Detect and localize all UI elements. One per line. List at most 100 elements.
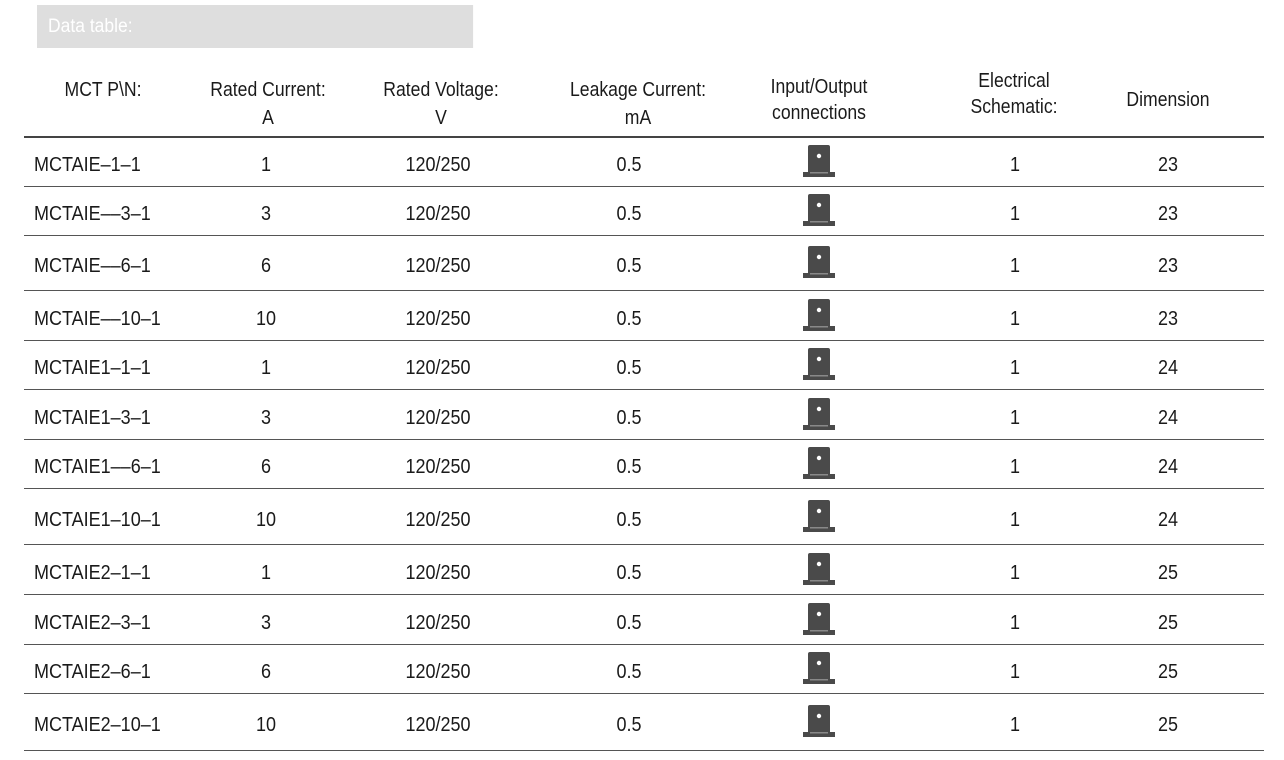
column-header-line1: Input/Output [770, 76, 868, 98]
column-header-dimension: Dimension [1126, 86, 1209, 114]
column-header-line2: connections [772, 102, 866, 124]
dimension-value: 25 [1157, 562, 1179, 584]
part-number: MCTAIE‒‒3‒1 [34, 203, 151, 225]
leakage-current-value: 0.5 [616, 308, 642, 330]
schematic-value: 1 [1009, 456, 1021, 478]
row-divider [24, 750, 1264, 751]
leakage-current-value: 0.5 [616, 714, 642, 736]
column-header-line1: MCT P\N: [64, 79, 142, 101]
table-row: MCTAIE1‒3‒1 3 120/250 0.5 1 24 [24, 391, 1264, 440]
schematic-value: 1 [1009, 562, 1021, 584]
part-number: MCTAIE2‒3‒1 [34, 612, 151, 634]
rated-voltage-value: 120/250 [405, 661, 471, 683]
table-row: MCTAIE‒‒10‒1 10 120/250 0.5 1 23 [24, 292, 1264, 341]
table-row: MCTAIE1‒10‒1 10 120/250 0.5 1 24 [24, 490, 1264, 545]
terminal-block-icon [801, 601, 837, 637]
part-number: MCTAIE1‒1‒1 [34, 357, 151, 379]
dimension-value: 25 [1157, 661, 1179, 683]
rated-voltage-value: 120/250 [405, 308, 471, 330]
column-header-rated-current: Rated Current: A [210, 76, 325, 132]
row-divider [24, 544, 1264, 545]
rated-voltage-value: 120/250 [405, 255, 471, 277]
leakage-current-value: 0.5 [616, 407, 642, 429]
column-header-unit: V [435, 107, 447, 129]
column-header-io-connections: Input/Output connections [771, 74, 868, 126]
dimension-value: 24 [1157, 456, 1179, 478]
section-title: Data table: [37, 5, 474, 48]
schematic-value: 1 [1009, 661, 1021, 683]
column-header-line1: Rated Voltage: [383, 79, 499, 101]
part-number: MCTAIE1‒3‒1 [34, 407, 151, 429]
rated-voltage-value: 120/250 [405, 203, 471, 225]
schematic-value: 1 [1009, 407, 1021, 429]
column-header-leakage-current: Leakage Current: mA [570, 76, 706, 132]
terminal-block-icon [801, 396, 837, 432]
table-row: MCTAIE‒1‒1 1 120/250 0.5 1 23 [24, 138, 1264, 187]
header-divider [24, 136, 1264, 138]
row-divider [24, 186, 1264, 187]
rated-voltage-value: 120/250 [405, 154, 471, 176]
rated-voltage-value: 120/250 [405, 714, 471, 736]
terminal-block-icon [801, 650, 837, 686]
table-row: MCTAIE2‒10‒1 10 120/250 0.5 1 25 [24, 695, 1264, 751]
table-row: MCTAIE2‒6‒1 6 120/250 0.5 1 25 [24, 646, 1264, 694]
leakage-current-value: 0.5 [616, 509, 642, 531]
part-number: MCTAIE‒‒6‒1 [34, 255, 151, 277]
leakage-current-value: 0.5 [616, 661, 642, 683]
leakage-current-value: 0.5 [616, 612, 642, 634]
rated-voltage-value: 120/250 [405, 509, 471, 531]
column-header-unit: mA [624, 107, 652, 129]
terminal-block-icon [801, 143, 837, 179]
part-number: MCTAIE2‒1‒1 [34, 562, 151, 584]
rated-current-value: 3 [260, 407, 272, 429]
row-divider [24, 594, 1264, 595]
table-row: MCTAIE‒‒3‒1 3 120/250 0.5 1 23 [24, 188, 1264, 236]
rated-current-value: 10 [255, 509, 277, 531]
dimension-value: 24 [1157, 509, 1179, 531]
dimension-value: 24 [1157, 357, 1179, 379]
dimension-value: 23 [1157, 203, 1179, 225]
column-header-line1: Dimension [1126, 89, 1210, 111]
rated-voltage-value: 120/250 [405, 612, 471, 634]
rated-voltage-value: 120/250 [405, 407, 471, 429]
table-row: MCTAIE1‒1‒1 1 120/250 0.5 1 24 [24, 342, 1264, 390]
row-divider [24, 389, 1264, 390]
rated-current-value: 6 [260, 661, 272, 683]
rated-voltage-value: 120/250 [405, 562, 471, 584]
dimension-value: 23 [1157, 255, 1179, 277]
rated-current-value: 1 [260, 154, 272, 176]
rated-current-value: 3 [260, 203, 272, 225]
leakage-current-value: 0.5 [616, 255, 642, 277]
rated-voltage-value: 120/250 [405, 357, 471, 379]
rated-current-value: 6 [260, 456, 272, 478]
row-divider [24, 290, 1264, 291]
column-header-line1: Rated Current: [210, 79, 326, 101]
schematic-value: 1 [1009, 308, 1021, 330]
schematic-value: 1 [1009, 714, 1021, 736]
row-divider [24, 235, 1264, 236]
schematic-value: 1 [1009, 357, 1021, 379]
part-number: MCTAIE‒‒10‒1 [34, 308, 161, 330]
rated-current-value: 10 [255, 714, 277, 736]
column-header-line2: Schematic: [970, 96, 1058, 118]
dimension-value: 25 [1157, 714, 1179, 736]
leakage-current-value: 0.5 [616, 203, 642, 225]
part-number: MCTAIE2‒10‒1 [34, 714, 161, 736]
dimension-value: 23 [1157, 308, 1179, 330]
part-number: MCTAIE‒1‒1 [34, 154, 141, 176]
row-divider [24, 439, 1264, 440]
leakage-current-value: 0.5 [616, 456, 642, 478]
terminal-block-icon [801, 498, 837, 534]
column-header-electrical-schematic: Electrical Schematic: [970, 68, 1057, 120]
dimension-value: 23 [1157, 154, 1179, 176]
terminal-block-icon [801, 297, 837, 333]
column-header-part-number: MCT P\N: [65, 76, 142, 104]
row-divider [24, 644, 1264, 645]
column-header-unit: A [262, 107, 274, 129]
schematic-value: 1 [1009, 612, 1021, 634]
row-divider [24, 488, 1264, 489]
column-header-line1: Leakage Current: [569, 79, 707, 101]
part-number: MCTAIE2‒6‒1 [34, 661, 151, 683]
terminal-block-icon [801, 445, 837, 481]
leakage-current-value: 0.5 [616, 357, 642, 379]
